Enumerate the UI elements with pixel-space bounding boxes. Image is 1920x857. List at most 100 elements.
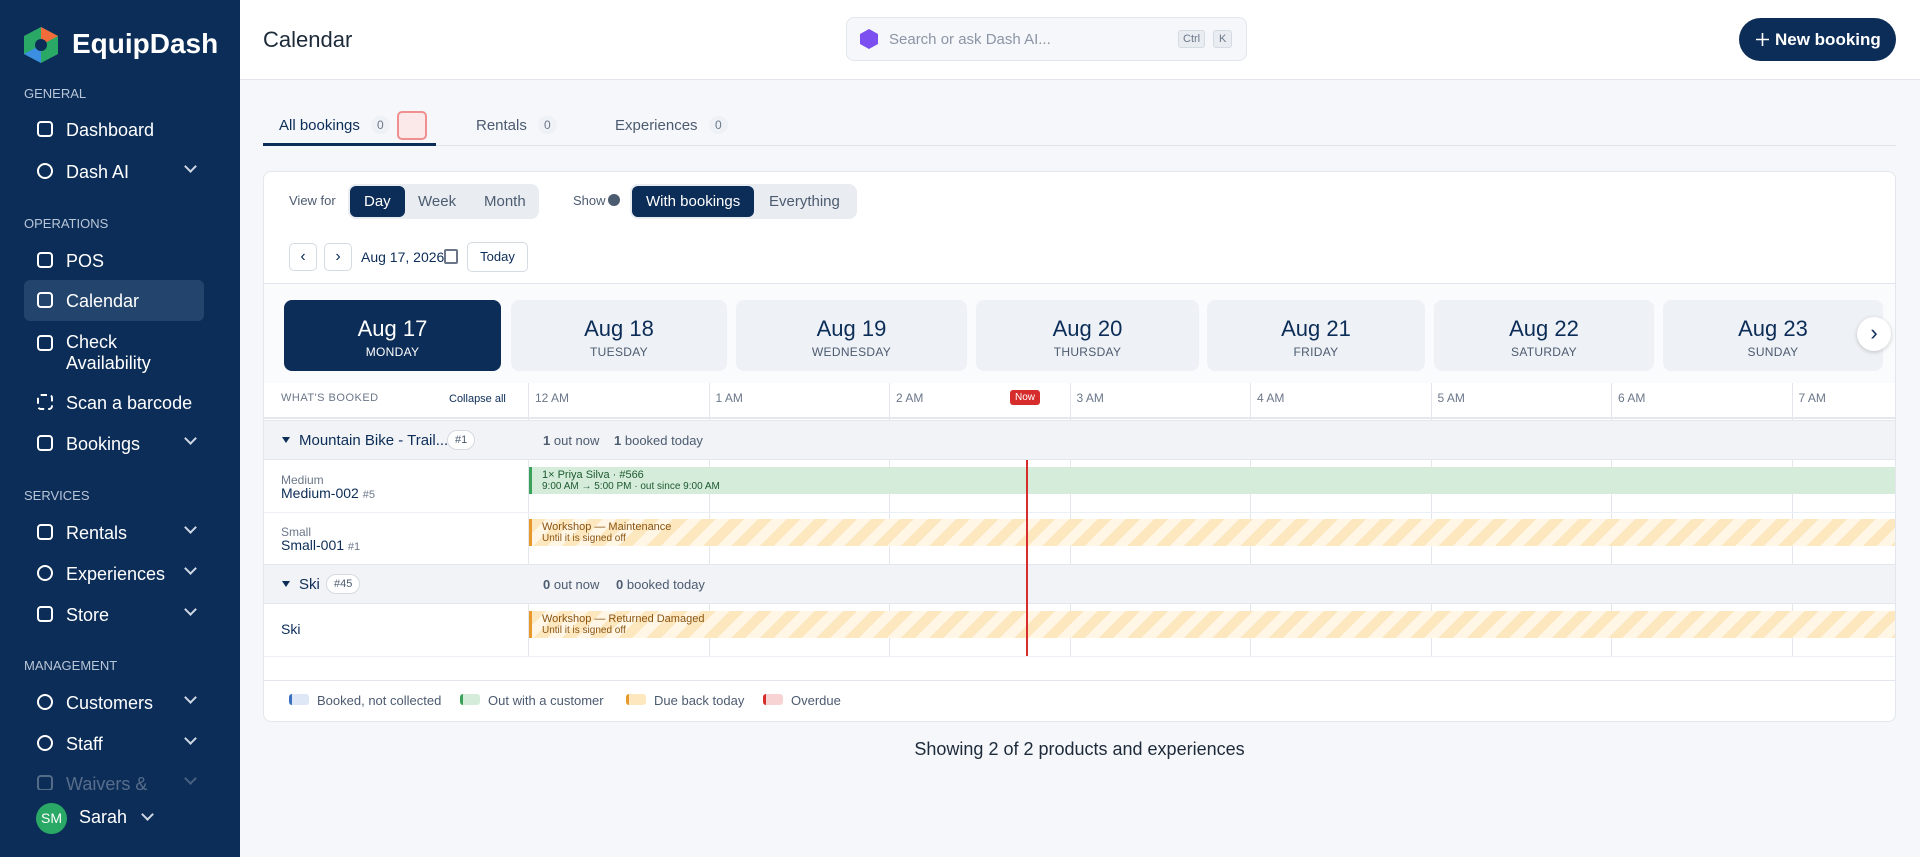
booking-bar[interactable]: 1× Priya Silva · #566 9:00 AM → 5:00 PM ·… [529,467,1895,494]
nav-item[interactable]: POS [66,251,105,271]
legend-item: Booked, not collected [289,693,441,708]
row-item: Ski [281,621,301,637]
day-date: Aug 21 [1281,316,1351,341]
view-toggle: Day Week Month [348,184,539,219]
show-option[interactable]: With bookings [632,186,755,217]
view-option[interactable]: Month [484,193,526,210]
nav-item[interactable]: Customers [66,693,154,713]
legend-label: Booked, not collected [317,693,442,708]
key: K [1213,30,1233,48]
day-weekday: THURSDAY [1053,345,1122,359]
group-name: Ski [299,576,320,593]
column-title: WHAT'S BOOKED [281,392,379,404]
booking-title: 1× Priya Silva · #566 [542,469,644,481]
group-name: Mountain Bike - Trail... [299,432,449,449]
icon [37,606,53,622]
nav-item[interactable]: Rentals [66,523,128,543]
tabs-divider [263,145,1896,146]
hour-label: 1 AM [715,391,743,405]
nav-item[interactable]: Scan a barcode [66,393,193,413]
day-card[interactable]: Aug 20 THURSDAY [976,300,1199,371]
day-weekday: SATURDAY [1511,345,1577,359]
booking-bar[interactable]: Workshop — Maintenance Until it is signed… [529,519,1895,546]
hour-line [528,383,529,656]
day-date: Aug 17 [357,316,428,341]
nav-item[interactable]: Bookings [66,434,141,454]
active-highlight [24,280,204,321]
legend-item: Overdue [763,693,841,708]
view-option[interactable]: Day [350,186,405,217]
legend-item: Due back today [626,693,744,708]
day-card[interactable]: Aug 21 FRIDAY [1207,300,1425,371]
count-label: booked today [626,577,705,592]
nav-item[interactable]: Staff [66,734,103,754]
timeline-header [264,383,1895,419]
view-option[interactable]: Week [418,193,457,210]
show-toggle: With bookings Everything [630,184,857,219]
next-button[interactable]: › [324,243,352,271]
tab-count: 0 [538,116,557,134]
plus-icon [1756,33,1769,46]
nav-item[interactable]: Dash AI [66,162,130,182]
legend-label: Due back today [654,693,745,708]
pin-button[interactable] [397,111,427,140]
group-tag: #1 [447,430,476,450]
icon [37,121,53,137]
row-size: Small [281,525,312,539]
day-card[interactable]: Aug 23 SUNDAY [1663,300,1883,371]
nav-item[interactable]: Experiences [66,564,166,584]
day-weekday: WEDNESDAY [811,345,892,359]
day-card[interactable]: Aug 17 MONDAY [284,300,501,371]
chevron [184,521,197,534]
booking-title: Workshop — Returned Damaged [542,613,705,625]
now-badge: Now [1010,390,1041,405]
day-card[interactable]: Aug 19 WEDNESDAY [736,300,967,371]
booking-detail: Until it is signed off [542,533,626,544]
icon [37,524,53,540]
chevron [184,732,197,745]
tab[interactable]: Rentals [476,117,527,134]
day-card[interactable]: Aug 22 SATURDAY [1434,300,1654,371]
count: 1 [614,433,622,448]
booking-bar[interactable]: Workshop — Returned Damaged Until it is s… [529,611,1895,638]
day-card[interactable]: Aug 18 TUESDAY [511,300,727,371]
icon [37,565,53,581]
date-picker[interactable]: Aug 17, 2026 [361,249,445,265]
next-days-button[interactable]: › [1857,317,1891,351]
hour-label: 6 AM [1618,391,1646,405]
nav-item[interactable]: Waivers & [66,774,148,794]
now-line [1026,460,1028,656]
show-option[interactable]: Everything [769,193,840,210]
icon [37,435,53,451]
prev-button[interactable]: ‹ [289,243,317,271]
tab-count: 0 [371,116,390,134]
legend-item: Out with a customer [460,693,604,708]
day-date: Aug 22 [1509,316,1579,341]
nav-item[interactable]: Store [66,605,110,625]
nav-item[interactable]: Dashboard [66,120,155,140]
caret[interactable] [282,581,290,587]
nav-item[interactable]: Check Availability [66,332,151,373]
hour-label: 12 AM [535,391,570,405]
tab[interactable]: All bookings [279,117,360,134]
nav-item[interactable]: Calendar [66,291,140,311]
button-label: New booking [1775,30,1881,49]
chevron [184,772,197,785]
hour-label: 7 AM [1798,391,1826,405]
row-tag: #1 [347,541,361,553]
brand: EquipDash [72,28,219,59]
caret[interactable] [282,437,290,443]
hour-label: 4 AM [1257,391,1285,405]
tab[interactable]: Experiences [615,117,698,134]
count-label: out now [553,577,600,592]
info-icon [608,194,620,206]
user-name[interactable]: Sarah [79,807,128,827]
row-tag: #5 [362,489,375,501]
group-row [264,420,1895,460]
sidebar: EquipDash GENERAL Dashboard Dash AI OPER… [0,0,240,857]
today-button[interactable]: Today [467,242,528,272]
collapse-all[interactable]: Collapse all [449,393,506,405]
section-title: GENERAL [24,86,87,101]
legend-label: Out with a customer [488,693,604,708]
